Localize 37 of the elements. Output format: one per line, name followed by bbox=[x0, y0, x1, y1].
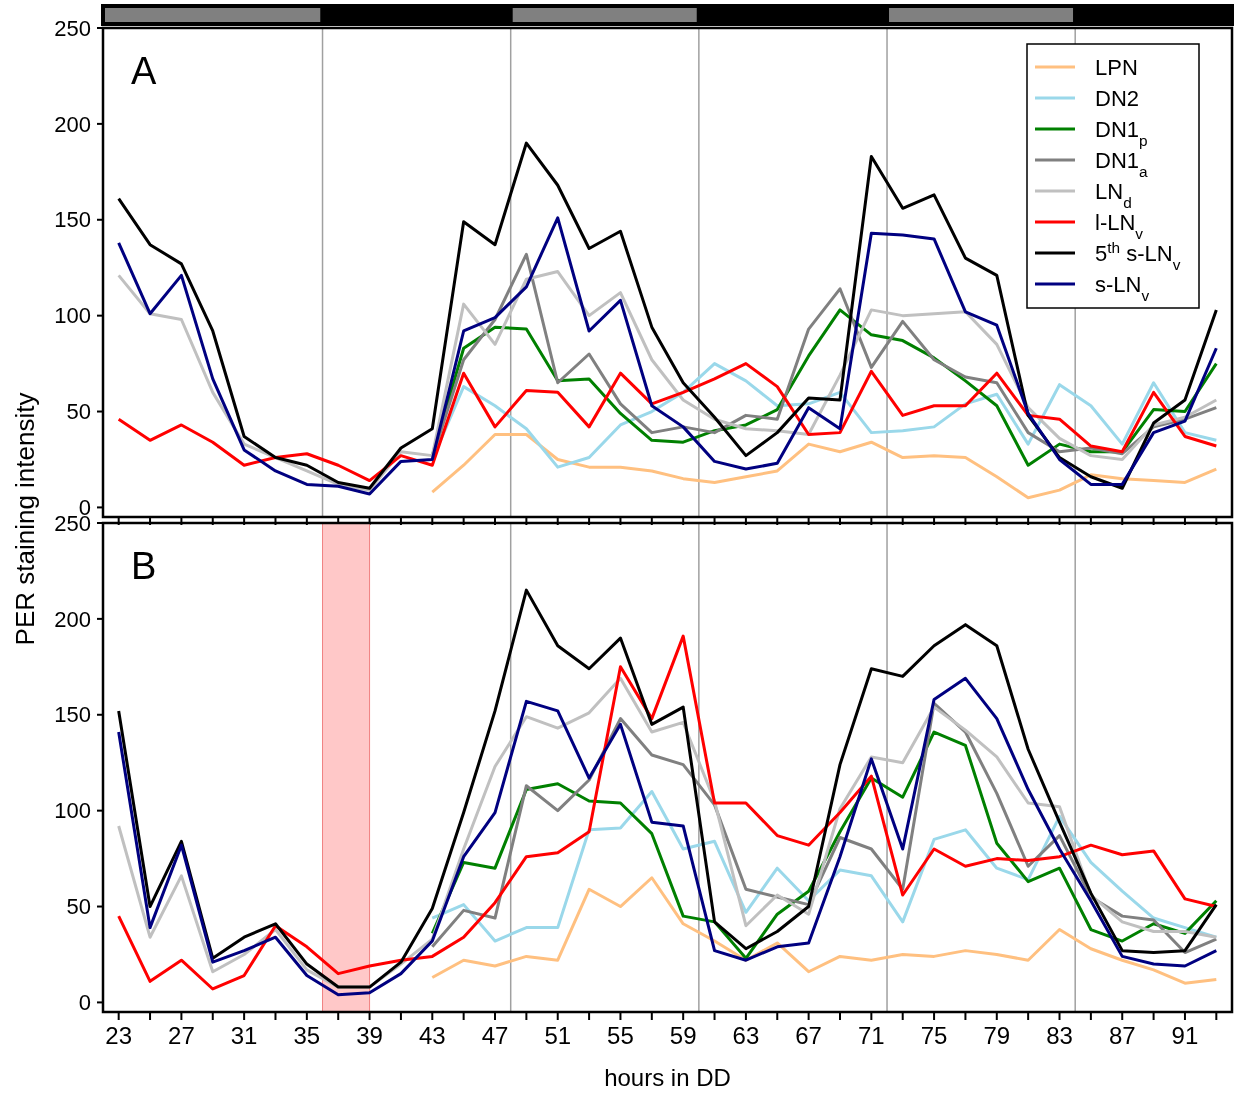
x-tick-label: 55 bbox=[607, 1022, 634, 1049]
x-tick-label: 47 bbox=[481, 1022, 509, 1049]
x-tick-label: 67 bbox=[795, 1022, 822, 1049]
y-tick-label: 100 bbox=[54, 798, 91, 824]
legend-label: LPN bbox=[1095, 54, 1138, 80]
y-tick-label: 200 bbox=[54, 606, 91, 632]
text: B bbox=[131, 545, 157, 587]
x-tick-label: 79 bbox=[983, 1022, 1011, 1049]
x-tick-label: 51 bbox=[544, 1022, 572, 1049]
x-tick-label: 39 bbox=[356, 1022, 383, 1049]
x-tick-label: 91 bbox=[1171, 1022, 1199, 1049]
y-tick-label: 50 bbox=[66, 894, 91, 920]
legend-label: s-LN$_{v}$ bbox=[1095, 271, 1150, 304]
legend-label: DN2 bbox=[1095, 85, 1140, 111]
x-tick-label: 59 bbox=[669, 1022, 697, 1049]
x-axis-title: hours in DD bbox=[604, 1064, 731, 1091]
x-tick-label: 35 bbox=[293, 1022, 321, 1049]
y-tick-label: 150 bbox=[54, 702, 91, 728]
legend-label: LN$_{d}$ bbox=[1095, 178, 1132, 211]
x-tick-label: 63 bbox=[732, 1022, 760, 1049]
y-tick-label: 50 bbox=[66, 399, 91, 425]
legend-label: DN1$_{p}$ bbox=[1095, 116, 1148, 149]
y-tick-label: 0 bbox=[78, 990, 91, 1016]
x-tick-label: 43 bbox=[418, 1022, 446, 1049]
y-tick-label: 150 bbox=[54, 207, 91, 233]
y-tick-label: 250 bbox=[54, 15, 91, 41]
y-tick-label: 100 bbox=[54, 303, 91, 329]
text: A bbox=[131, 50, 157, 92]
y-axis-title: PER staining intensity bbox=[10, 392, 40, 646]
y-tick-label: 200 bbox=[54, 111, 91, 137]
x-tick-label: 23 bbox=[105, 1022, 133, 1049]
x-tick-label: 75 bbox=[920, 1022, 948, 1049]
x-tick-label: 31 bbox=[230, 1022, 258, 1049]
x-tick-label: 27 bbox=[168, 1022, 195, 1049]
x-tick-label: 83 bbox=[1046, 1022, 1073, 1049]
x-tick-label: 71 bbox=[858, 1022, 885, 1049]
x-tick-label: 87 bbox=[1108, 1022, 1136, 1049]
